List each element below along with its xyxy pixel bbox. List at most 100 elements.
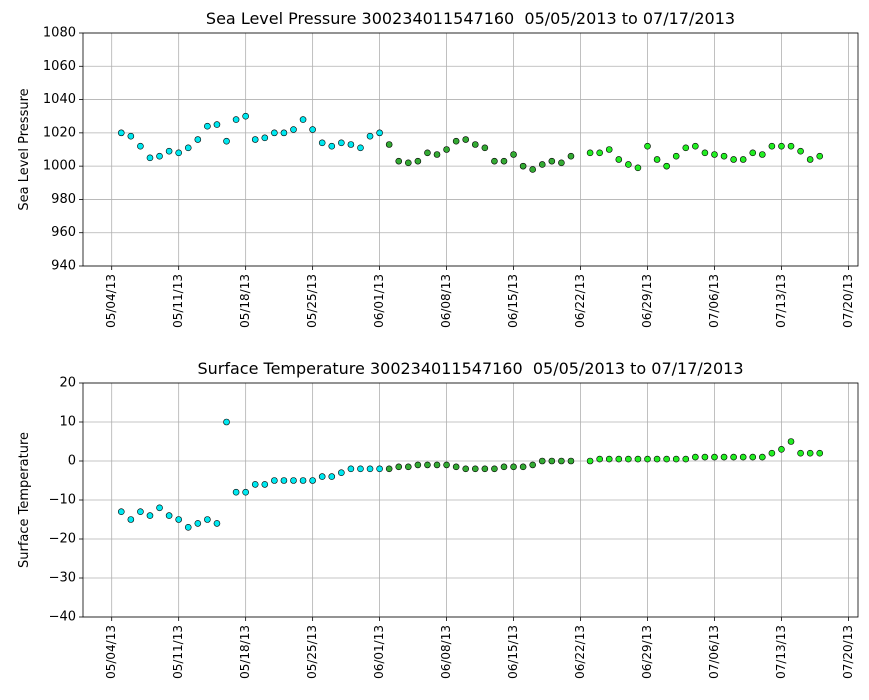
x-tick-label: 05/11/13 bbox=[171, 274, 185, 328]
point bbox=[778, 445, 785, 453]
point bbox=[251, 481, 259, 488]
point bbox=[261, 481, 269, 488]
point bbox=[242, 112, 249, 120]
point bbox=[309, 126, 316, 133]
y-tick-label: −40 bbox=[49, 610, 76, 625]
point bbox=[529, 166, 536, 173]
point bbox=[271, 129, 278, 137]
x-tick-label: 06/15/13 bbox=[506, 625, 520, 679]
point bbox=[156, 504, 163, 512]
y-tick-label: 1020 bbox=[43, 125, 76, 140]
point bbox=[672, 152, 680, 160]
point bbox=[615, 455, 623, 463]
x-tick-label: 05/04/13 bbox=[104, 625, 118, 679]
y-tick-label: −30 bbox=[49, 571, 76, 586]
point bbox=[357, 465, 364, 473]
point bbox=[299, 116, 307, 123]
plot-frame bbox=[82, 382, 859, 618]
point bbox=[204, 516, 211, 523]
point bbox=[471, 465, 479, 473]
point bbox=[424, 149, 431, 157]
point bbox=[778, 142, 785, 150]
y-tick-label: 1060 bbox=[43, 59, 76, 74]
point bbox=[538, 161, 546, 168]
point bbox=[692, 142, 699, 150]
point bbox=[385, 465, 393, 473]
point bbox=[385, 141, 393, 148]
point bbox=[366, 465, 374, 473]
point bbox=[146, 154, 154, 162]
point bbox=[730, 156, 737, 163]
point bbox=[500, 157, 508, 165]
point bbox=[586, 457, 594, 465]
point bbox=[816, 152, 824, 160]
point bbox=[481, 144, 489, 152]
point bbox=[347, 141, 355, 148]
point bbox=[117, 508, 125, 516]
point bbox=[414, 157, 422, 165]
point bbox=[711, 453, 718, 461]
point bbox=[682, 455, 690, 463]
point bbox=[376, 129, 383, 137]
y-axis-label: Surface Temperature bbox=[17, 432, 32, 568]
point bbox=[711, 151, 718, 158]
point bbox=[137, 142, 144, 150]
y-axis-label: Sea Level Pressure bbox=[17, 88, 32, 210]
point bbox=[127, 132, 135, 140]
point bbox=[280, 477, 288, 484]
point bbox=[519, 463, 527, 471]
point bbox=[653, 156, 661, 163]
point bbox=[682, 144, 690, 152]
point bbox=[768, 142, 776, 150]
point bbox=[663, 162, 670, 170]
point bbox=[194, 520, 202, 527]
point bbox=[720, 152, 728, 160]
point bbox=[510, 463, 517, 471]
point bbox=[443, 146, 450, 153]
x-tick-label: 07/13/13 bbox=[774, 625, 788, 679]
point bbox=[213, 121, 221, 128]
point bbox=[625, 161, 632, 168]
point bbox=[567, 457, 575, 465]
x-tick-label: 07/20/13 bbox=[841, 274, 855, 328]
point bbox=[701, 453, 709, 461]
point bbox=[338, 139, 345, 147]
point bbox=[491, 157, 498, 165]
point bbox=[175, 149, 182, 157]
chart-title: Sea Level Pressure 300234011547160 05/05… bbox=[206, 9, 735, 28]
point bbox=[615, 156, 623, 163]
x-tick-label: 07/06/13 bbox=[707, 274, 721, 328]
point bbox=[797, 147, 804, 155]
point bbox=[338, 469, 345, 477]
point bbox=[146, 512, 154, 519]
point bbox=[634, 164, 642, 172]
x-tick-label: 06/29/13 bbox=[640, 625, 654, 679]
point bbox=[184, 523, 192, 531]
point bbox=[165, 147, 173, 155]
point bbox=[558, 457, 565, 465]
point bbox=[395, 463, 403, 471]
point bbox=[806, 156, 814, 163]
point bbox=[806, 449, 814, 457]
point bbox=[730, 453, 737, 461]
point bbox=[596, 455, 603, 463]
point bbox=[491, 465, 498, 473]
point bbox=[548, 157, 556, 165]
point bbox=[720, 453, 728, 461]
point bbox=[768, 449, 776, 457]
y-tick-label: 1040 bbox=[43, 92, 76, 107]
point bbox=[644, 455, 651, 463]
y-tick-label: 0 bbox=[68, 454, 76, 469]
point bbox=[452, 463, 460, 471]
point bbox=[405, 159, 412, 167]
y-tick-label: −10 bbox=[49, 493, 76, 508]
point bbox=[500, 463, 508, 471]
x-tick-label: 05/25/13 bbox=[305, 625, 319, 679]
point bbox=[184, 144, 192, 152]
point bbox=[471, 141, 479, 148]
point bbox=[787, 142, 795, 150]
point bbox=[395, 157, 403, 165]
point bbox=[443, 461, 450, 469]
point bbox=[328, 142, 336, 150]
point bbox=[223, 418, 230, 426]
